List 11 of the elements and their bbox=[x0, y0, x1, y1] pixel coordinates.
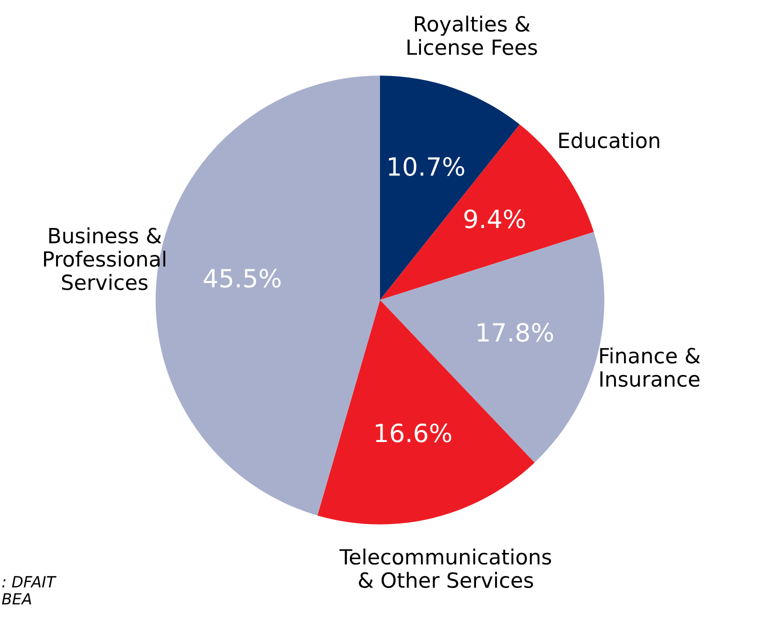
slice-label: Royalties & License Fees bbox=[408, 16, 537, 56]
data-label: 9.4% bbox=[464, 209, 525, 228]
slice-label: Telecommunications & Other Services bbox=[339, 548, 552, 588]
slice-label: Education bbox=[559, 132, 660, 148]
slice-label: Finance & Insurance bbox=[600, 347, 700, 387]
slice-label: Business & Professional Services bbox=[44, 227, 166, 290]
data-label: 10.7% bbox=[388, 157, 464, 176]
text: : DFAIT BEA bbox=[2, 576, 56, 604]
data-label: 16.6% bbox=[376, 423, 452, 442]
data-label: 45.5% bbox=[204, 268, 281, 288]
data-label: 17.8% bbox=[478, 322, 554, 342]
